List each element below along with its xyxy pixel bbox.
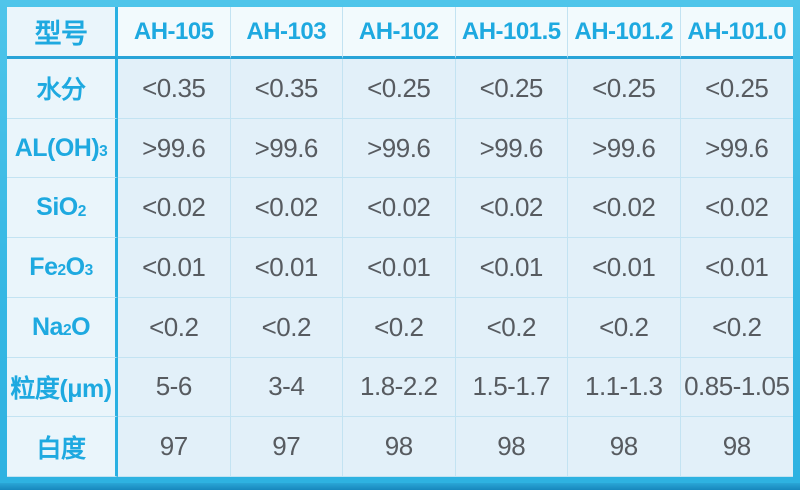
row-label-aloh3: AL(OH) 3	[7, 118, 118, 179]
data-cell: <0.02	[680, 178, 793, 239]
data-cell: <0.02	[118, 178, 231, 239]
data-cell: <0.02	[230, 178, 343, 239]
data-cell: <0.02	[455, 178, 568, 239]
data-cell: >99.6	[118, 118, 231, 179]
header-cell-model: 型号	[7, 7, 118, 59]
data-cell: >99.6	[568, 118, 681, 179]
data-cell: <0.02	[343, 178, 456, 239]
header-cell-ah-103: AH-103	[230, 7, 343, 59]
data-cell: >99.6	[343, 118, 456, 179]
data-cell: <0.2	[343, 297, 456, 358]
data-cell: <0.01	[680, 238, 793, 298]
data-cell: <0.2	[568, 297, 681, 358]
data-cell: 3-4	[230, 357, 343, 418]
row-label-particle-size: 粒度(μm)	[7, 357, 118, 418]
data-cell: <0.2	[230, 297, 343, 358]
row-label-moisture: 水分	[7, 59, 118, 119]
row-label-sio2: SiO 2	[7, 178, 118, 239]
data-cell: <0.2	[680, 297, 793, 358]
data-cell: 0.85-1.05	[680, 357, 793, 418]
data-cell: <0.35	[230, 59, 343, 119]
data-cell: <0.25	[455, 59, 568, 119]
data-cell: 98	[568, 417, 681, 477]
header-cell-ah-101-2: AH-101.2	[568, 7, 681, 59]
data-cell: 98	[343, 417, 456, 477]
spec-table: 型号 AH-105 AH-103 AH-102 AH-101.5 AH-101.…	[7, 7, 793, 477]
header-cell-ah-101-5: AH-101.5	[455, 7, 568, 59]
data-cell: <0.01	[455, 238, 568, 298]
bottom-accent-bar	[0, 483, 800, 490]
data-cell: <0.01	[568, 238, 681, 298]
row-label-na2o: Na 2 O	[7, 297, 118, 358]
row-label-fe2o3: Fe 2 O 3	[7, 238, 118, 298]
data-cell: >99.6	[680, 118, 793, 179]
data-cell: 1.8-2.2	[343, 357, 456, 418]
data-cell: <0.2	[455, 297, 568, 358]
data-cell: <0.02	[568, 178, 681, 239]
data-cell: 97	[230, 417, 343, 477]
data-cell: <0.25	[680, 59, 793, 119]
header-cell-ah-101-0: AH-101.0	[680, 7, 793, 59]
data-cell: >99.6	[230, 118, 343, 179]
data-cell: <0.2	[118, 297, 231, 358]
data-cell: <0.25	[343, 59, 456, 119]
data-cell: >99.6	[455, 118, 568, 179]
data-cell: <0.01	[343, 238, 456, 298]
header-cell-ah-105: AH-105	[118, 7, 231, 59]
data-cell: <0.01	[118, 238, 231, 298]
data-cell: <0.01	[230, 238, 343, 298]
data-cell: <0.35	[118, 59, 231, 119]
header-cell-ah-102: AH-102	[343, 7, 456, 59]
data-cell: 1.1-1.3	[568, 357, 681, 418]
data-cell: 98	[680, 417, 793, 477]
data-cell: 5-6	[118, 357, 231, 418]
data-cell: 1.5-1.7	[455, 357, 568, 418]
row-label-whiteness: 白度	[7, 417, 118, 477]
data-cell: 98	[455, 417, 568, 477]
data-cell: 97	[118, 417, 231, 477]
data-cell: <0.25	[568, 59, 681, 119]
